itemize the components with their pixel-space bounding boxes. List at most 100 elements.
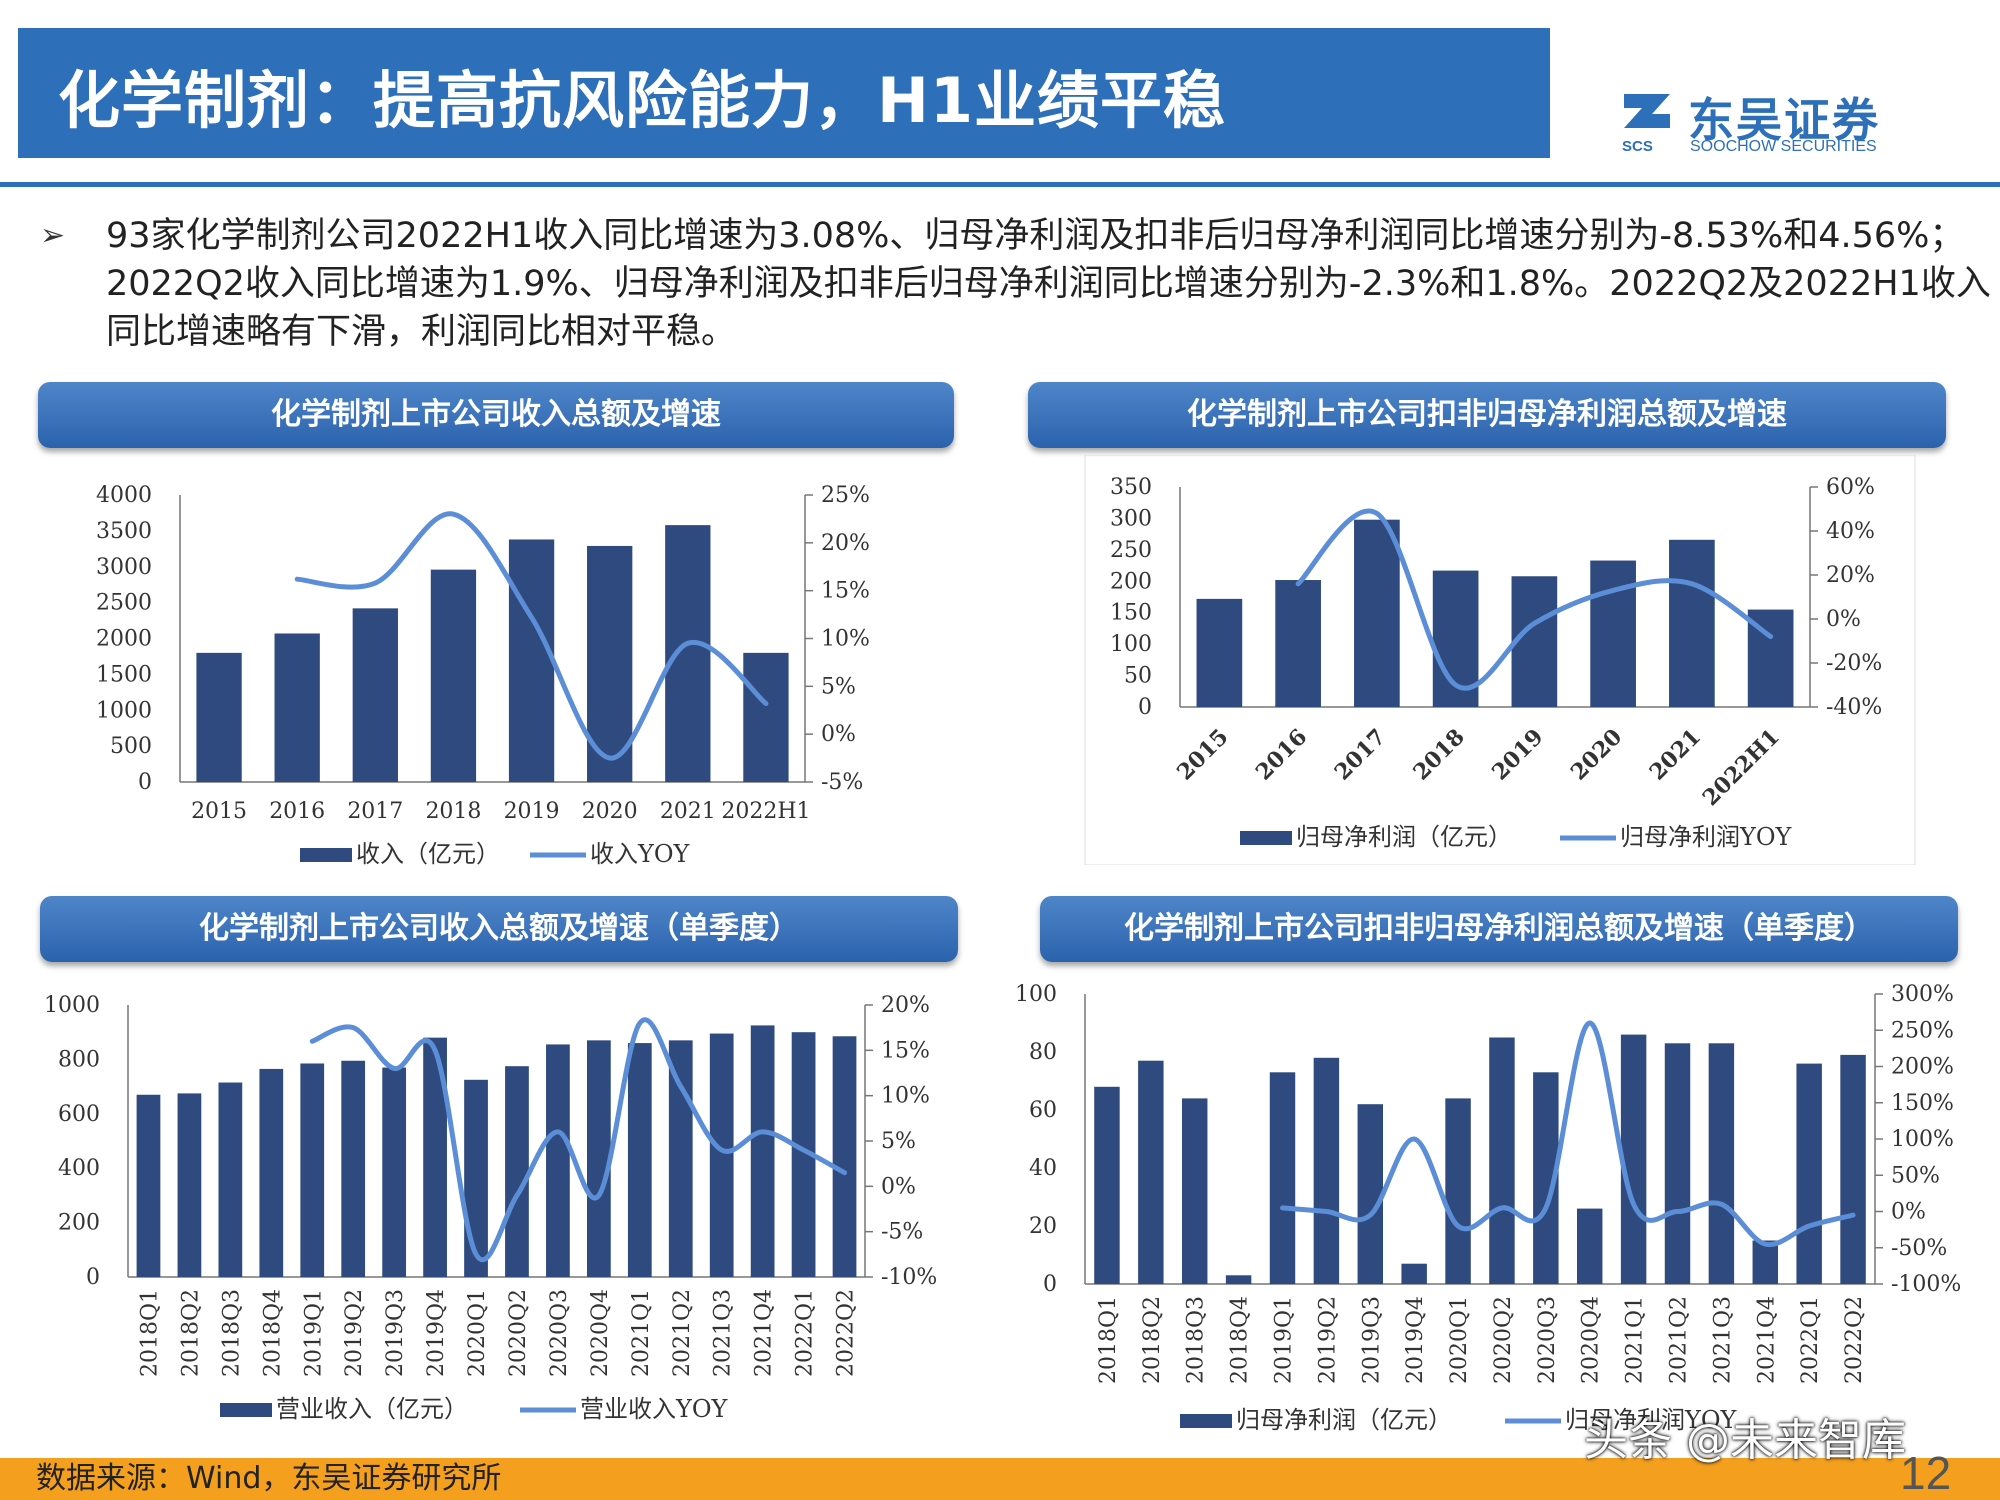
- bar: [1138, 1060, 1164, 1284]
- legend-line-label: 归母净利润YOY: [1565, 1406, 1738, 1434]
- chart-profit-quarterly: 0 20 40 60 80 100 -100% -50% 0% 50% 100% 150% 200% 25…: [1015, 982, 1961, 1434]
- bar: [1094, 1086, 1120, 1284]
- bar: [1313, 1057, 1340, 1284]
- x-tick-label: 2022Q1: [793, 1289, 818, 1377]
- x-tick-label: 2020Q2: [1491, 1296, 1516, 1384]
- x-tick-label: 2021Q4: [1754, 1296, 1779, 1384]
- x-tick-label: 2017: [1329, 724, 1391, 786]
- legend-line-label: 收入YOY: [590, 840, 691, 868]
- bar: [1840, 1054, 1866, 1284]
- bar: [196, 652, 242, 782]
- bar: [1620, 1034, 1647, 1284]
- y-tick-label: 0: [86, 1265, 100, 1290]
- x-tick-label: 2019Q3: [383, 1289, 408, 1377]
- bar: [750, 1025, 775, 1277]
- bar: [546, 1044, 570, 1277]
- chart-revenue-annual: 0 500 1000 1500 2000 2500 3000 3500 4000 -5% 0% 5% 1…: [96, 483, 870, 868]
- x-tick-label: 2019Q2: [1315, 1296, 1340, 1384]
- x-tick-label: 2018: [1408, 724, 1470, 786]
- y-tick-label: 3000: [96, 555, 152, 580]
- bar: [1357, 1104, 1384, 1284]
- x-tick-label: 2018Q4: [1228, 1296, 1253, 1384]
- bar: [423, 1037, 447, 1277]
- x-tick-label: 2021Q3: [1710, 1296, 1735, 1384]
- y-tick-label: 300: [1110, 506, 1152, 531]
- bar: [177, 1093, 202, 1277]
- legend-bar-swatch: [1180, 1414, 1232, 1428]
- bar: [1669, 539, 1715, 707]
- bar: [274, 633, 320, 782]
- bar: [586, 1040, 611, 1277]
- bar: [1275, 580, 1321, 707]
- y-tick-label: 50: [1124, 664, 1152, 689]
- page-title: 化学制剂：提高抗风险能力，H1业绩平稳: [58, 64, 1227, 137]
- logo-name-cn: 东吴证券: [1688, 93, 1880, 147]
- bar: [352, 608, 398, 782]
- y-tick-label: 0: [138, 770, 152, 795]
- yoy-line: [294, 511, 769, 761]
- y2-tick-label: 40%: [1826, 519, 1875, 544]
- bar: [1225, 1275, 1252, 1284]
- x-tick-label: 2020: [582, 799, 638, 824]
- panel-title-profit-quarterly: 化学制剂上市公司扣非归母净利润总额及增速（单季度）: [1040, 896, 1958, 962]
- x-tick-label: 2021Q2: [1667, 1296, 1692, 1384]
- panel-title-revenue-annual: 化学制剂上市公司收入总额及增速: [38, 382, 954, 448]
- bar: [1269, 1072, 1296, 1284]
- y-tick-label: 20: [1029, 1214, 1057, 1239]
- y-tick-label: 0: [1138, 695, 1152, 720]
- x-tick-label: 2021Q1: [1623, 1296, 1648, 1384]
- x-tick-label: 2022Q1: [1798, 1296, 1823, 1384]
- chart-profit-annual: 0 50 100 150 200 250 300 350 -40% -20% 0% 20% 40% 60%…: [1084, 455, 1916, 865]
- legend-line-label: 营业收入YOY: [580, 1395, 729, 1423]
- y2-tick-label: 20%: [821, 531, 870, 556]
- watermark: 头条 @未来智库: [1584, 1415, 1906, 1466]
- logo-mark-icon: [1624, 94, 1670, 128]
- footer-bar: [0, 1458, 2000, 1500]
- y-tick-label: 100: [1110, 632, 1152, 657]
- y-tick-label: 4000: [96, 483, 152, 508]
- bar: [1196, 598, 1243, 707]
- header-divider: [0, 182, 2000, 187]
- bar: [136, 1094, 161, 1277]
- y-tick-label: 600: [58, 1102, 100, 1127]
- x-tick-label: 2018: [425, 799, 481, 824]
- y-tick-label: 200: [58, 1211, 100, 1236]
- legend-bar-label: 收入（亿元）: [356, 840, 500, 868]
- bar: [1796, 1063, 1822, 1284]
- bar: [1664, 1043, 1691, 1284]
- bar: [665, 525, 711, 782]
- y-tick-label: 1500: [96, 662, 152, 687]
- x-tick-label: 2019: [1487, 724, 1549, 786]
- bar: [1708, 1043, 1735, 1284]
- y2-tick-label: -10%: [881, 1265, 937, 1290]
- x-tick-label: 2018Q3: [1184, 1296, 1209, 1384]
- y-tick-label: 1000: [44, 993, 100, 1018]
- y-tick-label: 350: [1110, 475, 1152, 500]
- logo-name-en: SOOCHOW SECURITIES: [1690, 138, 1877, 155]
- y2-tick-label: 0%: [1891, 1200, 1926, 1225]
- x-tick-label: 2021: [660, 799, 716, 824]
- y-tick-label: 250: [1110, 538, 1152, 563]
- y-tick-label: 2500: [96, 591, 152, 616]
- x-tick-label: 2020Q4: [1579, 1296, 1604, 1384]
- bullet-arrow-icon: ➢: [40, 218, 66, 253]
- x-tick-label: 2015: [1172, 724, 1234, 786]
- y2-tick-label: -20%: [1826, 651, 1882, 676]
- chart-revenue-quarterly: 0 200 400 600 800 1000 -10% -5% 0% 5% 10% 15% 20% 201…: [44, 993, 937, 1423]
- x-tick-label: 2020Q3: [1535, 1296, 1560, 1384]
- x-tick-label: 2020Q4: [588, 1289, 613, 1377]
- x-tick-label: 2018Q2: [1140, 1296, 1165, 1384]
- summary-text: 93家化学制剂公司2022H1收入同比增速为3.08%、归母净利润及扣非后归母净…: [106, 216, 1991, 352]
- x-tick-label: 2019Q2: [342, 1289, 367, 1377]
- y-tick-label: 500: [110, 734, 152, 759]
- y2-tick-label: -40%: [1826, 695, 1882, 720]
- bar: [832, 1036, 857, 1277]
- legend-bar-swatch: [1240, 831, 1292, 845]
- x-tick-label: 2021Q1: [629, 1289, 654, 1377]
- y-tick-label: 100: [1015, 982, 1057, 1007]
- title-bar: 化学制剂：提高抗风险能力，H1业绩平稳: [18, 28, 1550, 158]
- y2-tick-label: 5%: [821, 674, 856, 699]
- y-tick-label: 150: [1110, 601, 1152, 626]
- bar: [791, 1032, 816, 1277]
- x-tick-label: 2020Q2: [506, 1289, 531, 1377]
